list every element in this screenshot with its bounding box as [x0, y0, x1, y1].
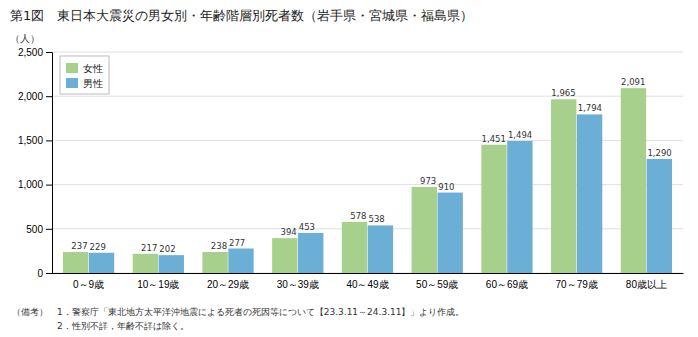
plot-area: 0 500 1,000 1,500 2,000 2,500 0～9歳 10～19歳 20～29歳…: [18, 47, 684, 290]
legend-label: 女性: [83, 63, 103, 74]
y-tick: 500: [26, 224, 52, 235]
data-label: 2,091: [621, 77, 645, 87]
data-label: 453: [299, 222, 315, 232]
grid: [52, 52, 683, 273]
bar: [89, 253, 114, 273]
tick-label: 70～79歳: [556, 279, 598, 290]
legend-swatch: [66, 78, 78, 88]
tick-mark: [46, 96, 52, 97]
tick-label: 0～9歳: [73, 279, 104, 290]
x-tick: 40～49歳: [346, 273, 388, 290]
y-tick: 2,000: [18, 91, 52, 102]
x-tick: 0～9歳: [73, 273, 104, 290]
chart-title: 第1図 東日本大震災の男女別・年齢階層別死者数（岩手県・宮城県・福島県）: [10, 8, 473, 23]
data-label: 973: [420, 176, 436, 186]
y-axis: 0 500 1,000 1,500 2,000 2,500: [18, 47, 53, 279]
x-tick: 70～79歳: [556, 273, 598, 290]
data-label: 217: [141, 243, 157, 253]
data-labels: 237 217 238 394 578 973 1,451 1,965 2,091 229 202 2…: [71, 77, 671, 254]
bar: [621, 88, 646, 273]
legend-swatch: [66, 63, 78, 73]
tick-mark: [46, 140, 52, 141]
tick-label: 60～69歳: [486, 279, 528, 290]
bar-series: [63, 88, 646, 273]
y-tick: 0: [37, 268, 52, 279]
bar-series: [89, 114, 672, 273]
bar: [63, 252, 88, 273]
legend-box: [60, 56, 109, 94]
x-tick: 80歳以上: [626, 273, 667, 290]
data-label: 538: [369, 214, 385, 224]
data-label: 910: [438, 182, 454, 192]
legend-label: 男性: [83, 78, 103, 89]
tick-label: 2,000: [18, 91, 43, 102]
legend-item: 男性: [66, 78, 103, 89]
data-label: 277: [229, 238, 245, 248]
tick-mark: [46, 229, 52, 230]
y-tick: 1,500: [18, 135, 52, 146]
x-tick: 10～19歳: [137, 273, 179, 290]
bar: [551, 99, 576, 273]
tick-mark: [46, 52, 52, 53]
tick-label: 500: [26, 224, 43, 235]
bars: [63, 88, 672, 273]
data-label: 1,290: [647, 148, 671, 158]
y-tick: 1,000: [18, 179, 52, 190]
tick-label: 1,500: [18, 135, 43, 146]
data-label: 237: [71, 241, 87, 251]
axis-line: [46, 53, 53, 274]
bar: [368, 225, 393, 273]
bar: [507, 141, 532, 273]
bar: [228, 249, 253, 273]
chart-svg: 第1図 東日本大震災の男女別・年齢階層別死者数（岩手県・宮城県・福島県） （人） 0…: [0, 0, 698, 337]
tick-label: 80歳以上: [626, 279, 667, 290]
grid-line: [52, 96, 683, 97]
tick-label: 2,500: [18, 47, 43, 58]
x-tick: 50～59歳: [416, 273, 458, 290]
data-label: 1,794: [578, 103, 602, 113]
tick-label: 1,000: [18, 179, 43, 190]
tick-label: 50～59歳: [416, 279, 458, 290]
data-label: 1,965: [551, 88, 575, 98]
tick-label: 30～39歳: [277, 279, 319, 290]
bar: [133, 254, 158, 273]
chart-container: 第1図 東日本大震災の男女別・年齢階層別死者数（岩手県・宮城県・福島県） （人） 0…: [0, 0, 698, 337]
data-label: 394: [281, 227, 297, 237]
bar: [481, 145, 506, 273]
y-tick: 2,500: [18, 47, 52, 58]
bar: [298, 233, 323, 273]
data-label: 202: [159, 244, 175, 254]
data-label: 1,494: [508, 130, 532, 140]
axis-line: [53, 273, 684, 274]
tick-label: 40～49歳: [346, 279, 388, 290]
footnote: 2．性別不詳，年齢不詳は除く。: [12, 321, 189, 331]
data-label: 229: [90, 242, 106, 252]
bar: [577, 114, 602, 273]
bar: [272, 238, 297, 273]
x-tick: 30～39歳: [277, 273, 319, 290]
tick-mark: [46, 273, 52, 274]
tick-label: 10～19歳: [137, 279, 179, 290]
data-label: 1,451: [482, 134, 506, 144]
footnote: （備考） 1．警察庁「東北地方太平洋沖地震による死者の死因等について【23.3.…: [12, 307, 464, 317]
x-tick: 20～29歳: [207, 273, 249, 290]
bar: [202, 252, 227, 273]
legend-item: 女性: [66, 63, 103, 74]
bar: [437, 193, 462, 273]
x-tick: 60～69歳: [486, 273, 528, 290]
x-axis: 0～9歳 10～19歳 20～29歳 30～39歳 40～49歳 50～59歳 60～69歳…: [53, 273, 684, 290]
tick-mark: [46, 185, 52, 186]
tick-label: 0: [37, 268, 43, 279]
bar: [159, 255, 184, 273]
bar: [342, 222, 367, 273]
bar: [647, 159, 672, 273]
data-label: 238: [211, 241, 227, 251]
bar: [412, 187, 437, 273]
data-label: 578: [350, 211, 366, 221]
legend: 女性男性: [60, 56, 109, 94]
y-axis-label: （人）: [10, 33, 40, 44]
grid-line: [52, 52, 683, 53]
tick-label: 20～29歳: [207, 279, 249, 290]
